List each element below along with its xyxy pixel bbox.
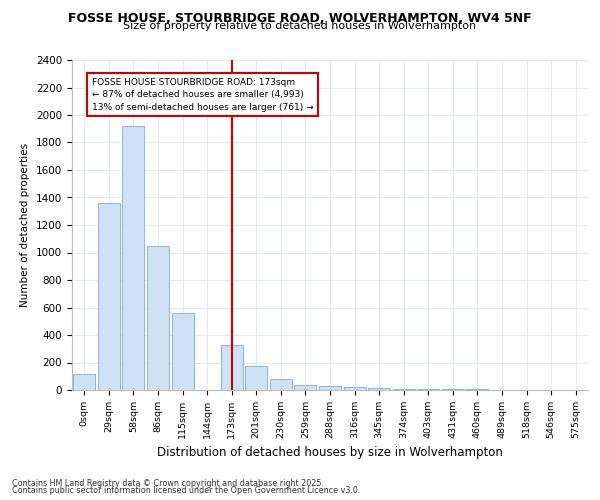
Bar [319, 386, 341, 390]
Bar [344, 387, 365, 390]
Bar [270, 379, 292, 390]
Bar [172, 313, 194, 390]
Bar [98, 203, 120, 390]
Text: Contains HM Land Registry data © Crown copyright and database right 2025.: Contains HM Land Registry data © Crown c… [12, 478, 324, 488]
X-axis label: Distribution of detached houses by size in Wolverhampton: Distribution of detached houses by size … [157, 446, 503, 460]
Bar [147, 246, 169, 390]
Bar [368, 388, 390, 390]
Bar [73, 374, 95, 390]
Bar [245, 366, 268, 390]
Text: Size of property relative to detached houses in Wolverhampton: Size of property relative to detached ho… [124, 21, 476, 31]
Bar [417, 389, 439, 390]
Bar [295, 384, 316, 390]
Y-axis label: Number of detached properties: Number of detached properties [20, 143, 31, 307]
Text: FOSSE HOUSE, STOURBRIDGE ROAD, WOLVERHAMPTON, WV4 5NF: FOSSE HOUSE, STOURBRIDGE ROAD, WOLVERHAM… [68, 12, 532, 26]
Text: Contains public sector information licensed under the Open Government Licence v3: Contains public sector information licen… [12, 486, 361, 495]
Bar [122, 126, 145, 390]
Bar [221, 344, 243, 390]
Bar [392, 388, 415, 390]
Text: FOSSE HOUSE STOURBRIDGE ROAD: 173sqm
← 87% of detached houses are smaller (4,993: FOSSE HOUSE STOURBRIDGE ROAD: 173sqm ← 8… [92, 78, 313, 112]
